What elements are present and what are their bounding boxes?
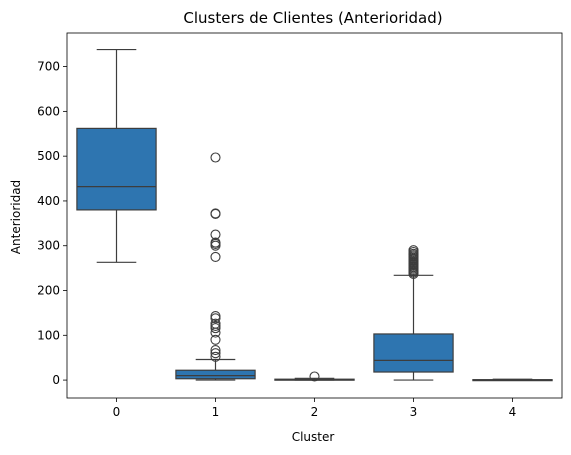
y-tick-label: 700 bbox=[37, 60, 60, 74]
box-cluster-2 bbox=[274, 371, 355, 382]
box-cluster-0 bbox=[76, 48, 157, 263]
x-tick-label: 1 bbox=[212, 405, 220, 419]
box-cluster-4 bbox=[472, 378, 553, 382]
x-tick-label: 3 bbox=[410, 405, 418, 419]
y-axis: 0 100 200 300 400 500 600 700 bbox=[37, 60, 67, 387]
y-tick-label: 300 bbox=[37, 239, 60, 253]
iqr-box bbox=[76, 127, 157, 211]
x-tick-label: 0 bbox=[113, 405, 121, 419]
x-axis-label: Cluster bbox=[292, 430, 335, 444]
chart-title: Clusters de Clientes (Anterioridad) bbox=[183, 9, 442, 27]
outlier-point bbox=[210, 327, 221, 338]
outlier-point bbox=[408, 245, 419, 256]
y-tick-label: 200 bbox=[37, 284, 60, 298]
y-axis-label: Anterioridad bbox=[9, 180, 23, 254]
outlier-point bbox=[210, 345, 221, 356]
y-tick-label: 500 bbox=[37, 149, 60, 163]
y-tick-label: 400 bbox=[37, 194, 60, 208]
outlier-point bbox=[210, 313, 221, 324]
outlier-point bbox=[210, 334, 221, 345]
plot-area bbox=[76, 48, 553, 382]
outlier-point bbox=[210, 351, 221, 362]
outlier-point bbox=[210, 348, 221, 359]
x-axis: 0 1 2 3 4 bbox=[113, 398, 517, 419]
outlier-point bbox=[309, 371, 320, 382]
outlier-point bbox=[210, 251, 221, 262]
y-tick-label: 600 bbox=[37, 104, 60, 118]
box-cluster-3 bbox=[373, 245, 454, 381]
box-cluster-1 bbox=[175, 152, 256, 381]
iqr-box bbox=[373, 333, 454, 373]
outlier-point bbox=[210, 240, 221, 251]
outlier-point bbox=[210, 323, 221, 334]
iqr-box bbox=[175, 369, 256, 380]
y-tick-label: 100 bbox=[37, 328, 60, 342]
plot-frame bbox=[66, 32, 563, 399]
y-tick-label: 0 bbox=[52, 373, 60, 387]
outlier-point bbox=[210, 208, 221, 219]
outlier-point bbox=[210, 152, 221, 163]
x-tick-label: 4 bbox=[509, 405, 517, 419]
x-tick-label: 2 bbox=[311, 405, 319, 419]
